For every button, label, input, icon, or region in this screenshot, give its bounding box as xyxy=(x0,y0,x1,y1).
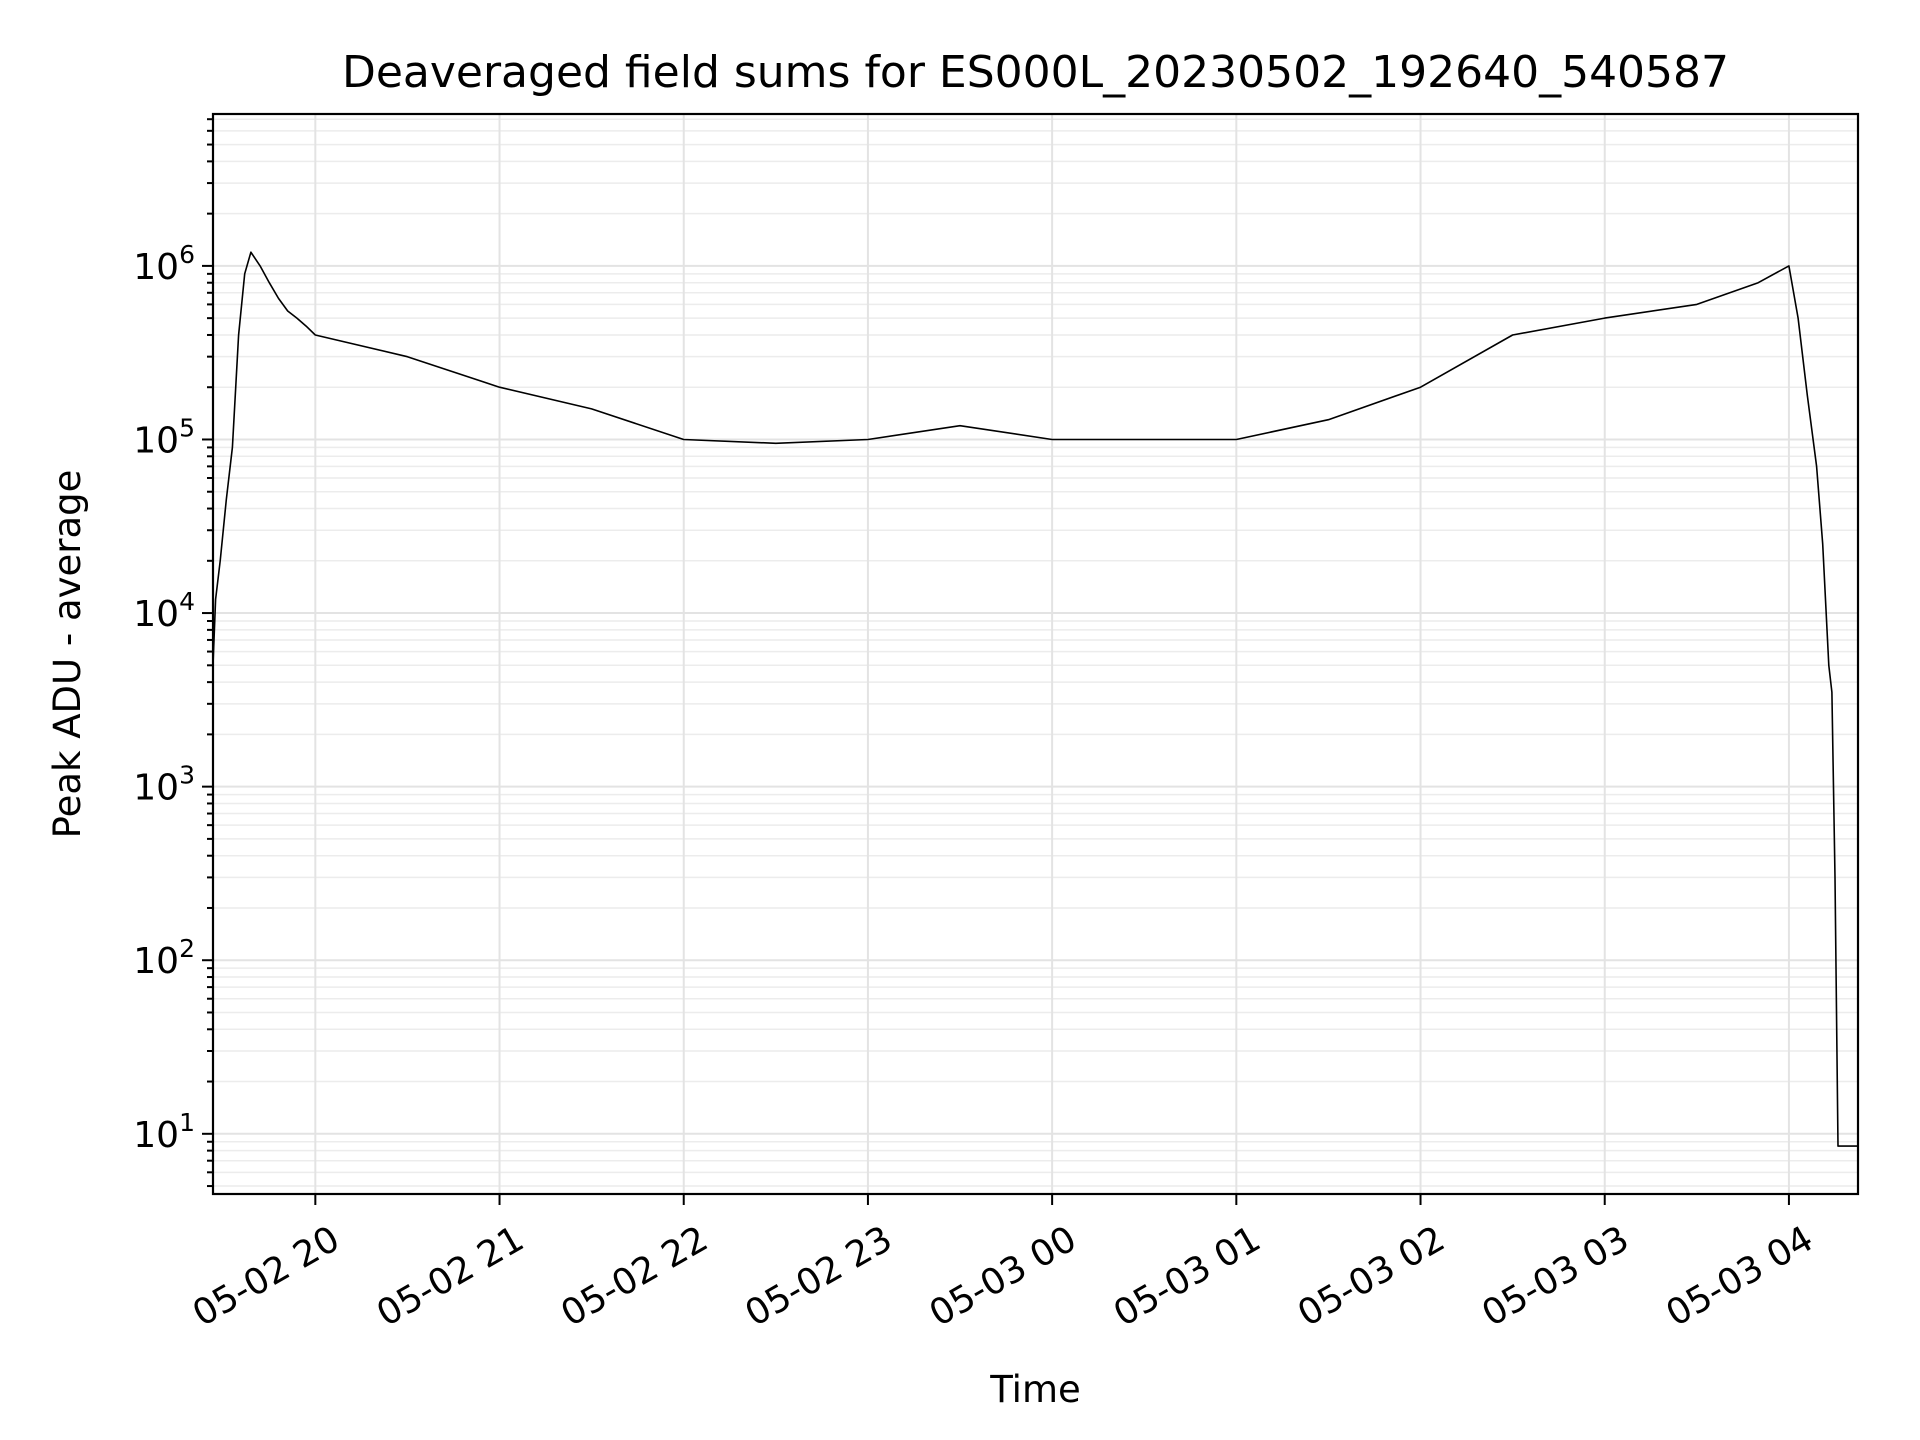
plot-area xyxy=(213,251,1858,1147)
y-tick-label: 104 xyxy=(133,587,195,635)
y-tick-label: 102 xyxy=(133,934,195,982)
chart-title: Deaveraged field sums for ES000L_2023050… xyxy=(342,47,1729,98)
y-tick-label: 106 xyxy=(133,240,195,288)
axes-frame xyxy=(211,112,1860,1196)
x-axis-label: Time xyxy=(989,1368,1081,1411)
series-line xyxy=(213,251,1858,1147)
y-tick-label: 101 xyxy=(133,1108,195,1156)
grid xyxy=(213,114,1858,1194)
y-tick-label: 105 xyxy=(133,413,195,461)
y-tick-label: 103 xyxy=(133,761,195,809)
y-axis-label: Peak ADU - average xyxy=(46,470,89,839)
